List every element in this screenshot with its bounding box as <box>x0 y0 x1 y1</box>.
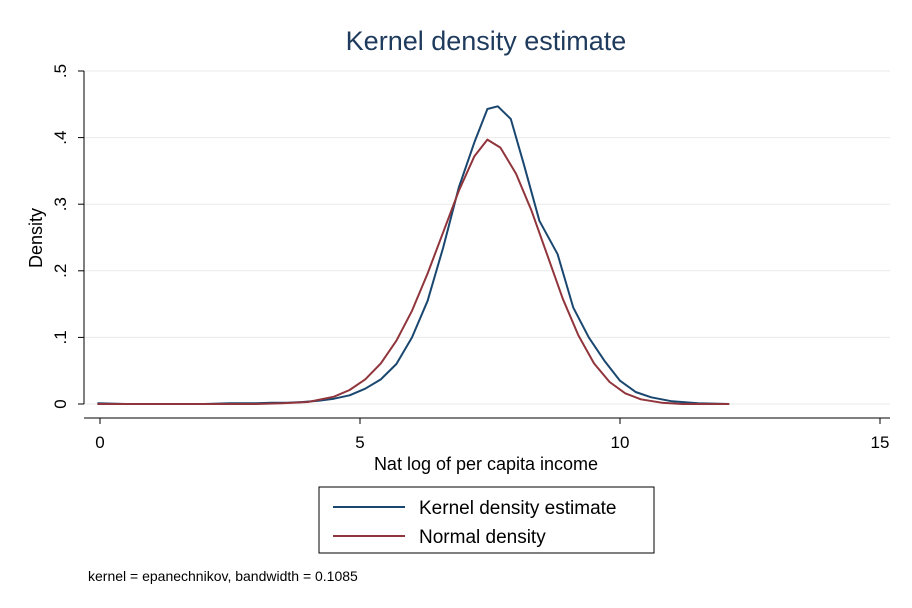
x-tick-label: 10 <box>611 433 630 452</box>
chart-title: Kernel density estimate <box>346 26 627 56</box>
x-tick-label: 5 <box>355 433 364 452</box>
legend-box <box>318 486 655 554</box>
y-tick-label: .3 <box>51 197 70 211</box>
legend-label-kernel: Kernel density estimate <box>419 498 617 519</box>
x-tick-label: 15 <box>871 433 890 452</box>
y-tick-label: .2 <box>51 264 70 278</box>
y-tick-label: .5 <box>51 64 70 78</box>
y-axis-title: Density <box>26 208 46 268</box>
x-tick-label: 0 <box>95 433 104 452</box>
series-lines <box>97 105 730 405</box>
y-tick-label: .4 <box>51 131 70 145</box>
x-ticks: 0 5 10 15 <box>95 418 889 452</box>
y-ticks: 0 .1 .2 .3 .4 .5 <box>51 64 84 409</box>
normal-density-line <box>97 138 730 405</box>
y-tick-label: 0 <box>51 399 70 408</box>
legend-label-normal: Normal density <box>419 527 546 548</box>
x-axis-title: Nat log of per capita income <box>374 454 598 474</box>
legend: Kernel density estimate Normal density <box>318 486 655 554</box>
kernel-note: kernel = epanechnikov, bandwidth = 0.108… <box>88 568 358 584</box>
y-tick-label: .1 <box>51 330 70 344</box>
